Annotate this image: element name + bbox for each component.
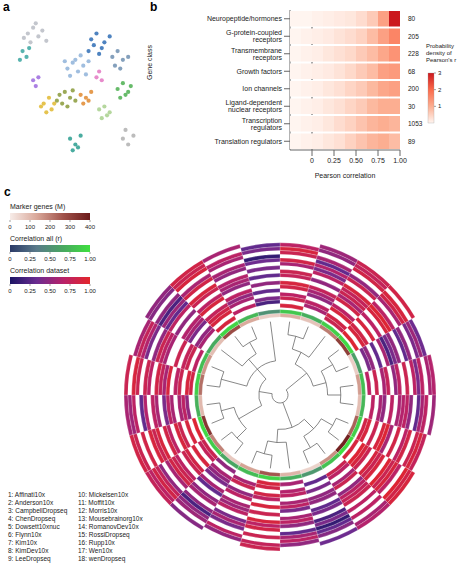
svg-text:228: 228 xyxy=(408,50,419,57)
svg-text:Marker genes (M): Marker genes (M) xyxy=(10,203,65,211)
svg-text:Pearson's r: Pearson's r xyxy=(426,57,456,63)
svg-text:300: 300 xyxy=(65,224,76,230)
svg-text:4: ChenDropseq: 4: ChenDropseq xyxy=(8,515,56,523)
svg-text:Ligand-dependentnuclear recept: Ligand-dependentnuclear receptors xyxy=(226,99,283,114)
svg-text:0.50: 0.50 xyxy=(44,256,56,262)
svg-text:3: CampbellDropseq: 3: CampbellDropseq xyxy=(8,507,68,515)
svg-text:1.00: 1.00 xyxy=(84,256,96,262)
svg-text:200: 200 xyxy=(45,224,56,230)
svg-text:0.50: 0.50 xyxy=(44,288,56,294)
svg-text:1053: 1053 xyxy=(408,120,423,127)
svg-text:2: Anderson10x: 2: Anderson10x xyxy=(8,499,54,506)
svg-text:0.75: 0.75 xyxy=(64,256,76,262)
svg-text:Correlation all (r): Correlation all (r) xyxy=(10,235,62,243)
svg-text:Probability: Probability xyxy=(426,43,454,49)
svg-text:1: Affinati10x: 1: Affinati10x xyxy=(8,491,46,498)
svg-text:205: 205 xyxy=(408,33,419,40)
svg-text:Correlation dataset: Correlation dataset xyxy=(10,267,69,274)
svg-text:0: 0 xyxy=(8,288,12,294)
svg-text:0.25: 0.25 xyxy=(327,157,341,164)
svg-text:0: 0 xyxy=(310,157,314,164)
svg-text:12: Morris10x: 12: Morris10x xyxy=(78,507,118,514)
svg-text:Gene class: Gene class xyxy=(146,44,153,80)
svg-text:100: 100 xyxy=(25,224,36,230)
svg-text:Neuropeptide/hormones: Neuropeptide/hormones xyxy=(207,15,283,23)
svg-text:15: RossiDropseq: 15: RossiDropseq xyxy=(78,531,130,539)
svg-text:11: Moffit10x: 11: Moffit10x xyxy=(78,499,115,506)
svg-text:18: wenDropseq: 18: wenDropseq xyxy=(78,555,126,563)
svg-text:10: Mickelsen10x: 10: Mickelsen10x xyxy=(78,491,129,498)
svg-text:16: Rupp10x: 16: Rupp10x xyxy=(78,539,116,547)
svg-text:1.00: 1.00 xyxy=(84,288,96,294)
html-text:a: a xyxy=(3,0,10,14)
svg-text:0: 0 xyxy=(8,256,12,262)
svg-text:0.50: 0.50 xyxy=(349,157,363,164)
svg-text:0.75: 0.75 xyxy=(64,288,76,294)
svg-text:0.25: 0.25 xyxy=(24,288,36,294)
svg-text:3: 3 xyxy=(438,70,442,76)
svg-text:0.25: 0.25 xyxy=(24,256,36,262)
html-text:b: b xyxy=(150,0,158,14)
svg-text:5: Dowsett10xnuc: 5: Dowsett10xnuc xyxy=(8,523,60,530)
svg-text:Translation regulators: Translation regulators xyxy=(215,138,283,146)
svg-text:200: 200 xyxy=(408,85,419,92)
svg-text:2: 2 xyxy=(438,87,442,93)
svg-text:1: 1 xyxy=(438,103,442,109)
svg-text:0.75: 0.75 xyxy=(371,157,385,164)
svg-text:400: 400 xyxy=(85,224,96,230)
svg-text:13: Mousebrainorg10x: 13: Mousebrainorg10x xyxy=(78,515,143,523)
svg-text:80: 80 xyxy=(408,15,416,22)
svg-text:14: RomanovDev10x: 14: RomanovDev10x xyxy=(78,523,139,530)
svg-text:68: 68 xyxy=(408,68,416,75)
svg-text:Growth factors: Growth factors xyxy=(236,68,282,75)
svg-text:0: 0 xyxy=(8,224,12,230)
svg-text:Pearson correlation: Pearson correlation xyxy=(315,172,376,179)
svg-text:Transcriptionregulators: Transcriptionregulators xyxy=(242,117,283,132)
svg-text:9: LeeDropseq: 9: LeeDropseq xyxy=(8,555,51,563)
svg-text:Ion channels: Ion channels xyxy=(242,85,282,92)
svg-text:density of: density of xyxy=(426,50,452,56)
svg-text:89: 89 xyxy=(408,138,416,145)
svg-text:1.00: 1.00 xyxy=(393,157,407,164)
svg-text:Transmembranereceptors: Transmembranereceptors xyxy=(231,47,283,62)
svg-text:17: Wen10x: 17: Wen10x xyxy=(78,547,113,554)
svg-text:6: Flynn10x: 6: Flynn10x xyxy=(8,531,42,539)
svg-text:c: c xyxy=(4,185,11,199)
svg-text:30: 30 xyxy=(408,103,416,110)
svg-text:8: KimDev10x: 8: KimDev10x xyxy=(8,547,49,554)
svg-text:G-protein-coupledreceptors: G-protein-coupledreceptors xyxy=(226,29,283,44)
svg-text:7: Kim10x: 7: Kim10x xyxy=(8,539,38,546)
